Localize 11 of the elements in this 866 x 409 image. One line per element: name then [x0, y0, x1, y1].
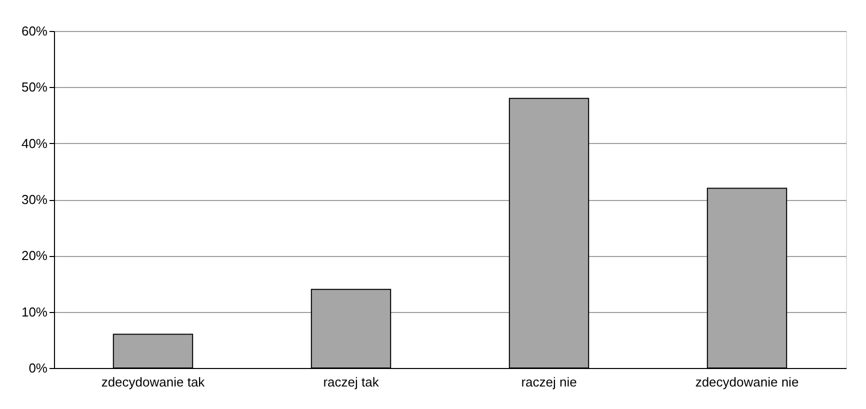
y-tick-label: 10%: [21, 304, 48, 320]
y-tick-label: 60%: [21, 24, 48, 38]
x-tick-label: raczej tak: [323, 374, 380, 390]
x-tick-label: zdecydowanie tak: [101, 374, 206, 390]
x-tick-label: raczej nie: [521, 374, 577, 390]
x-tick-label: zdecydowanie nie: [695, 374, 799, 390]
y-tick-label: 50%: [21, 80, 48, 95]
y-tick-label: 40%: [21, 136, 48, 151]
y-tick-label: 20%: [21, 248, 48, 264]
y-tick-label: 0%: [28, 360, 48, 376]
y-tick-label: 30%: [21, 192, 48, 207]
